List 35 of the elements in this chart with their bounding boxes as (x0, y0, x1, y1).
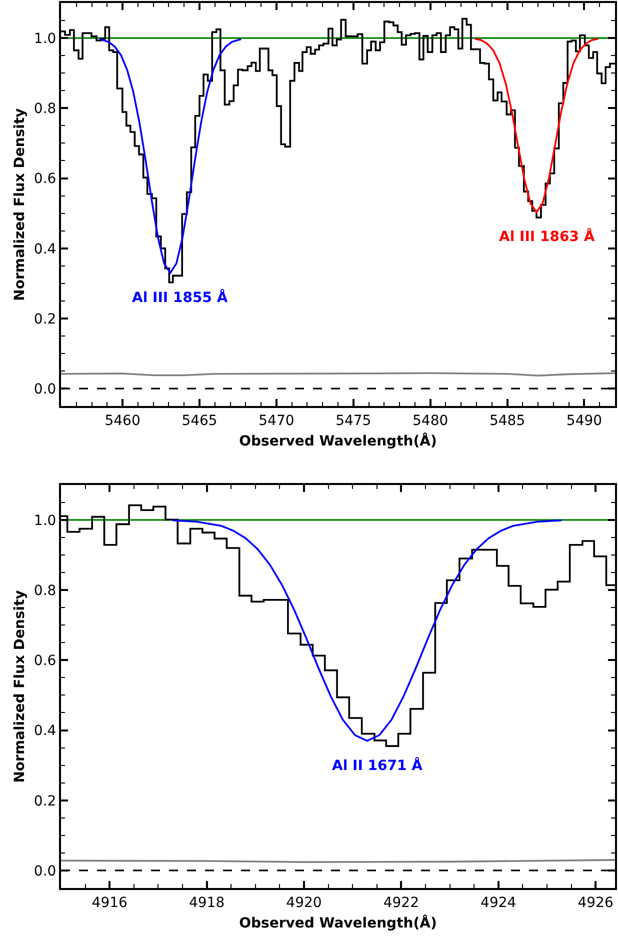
y-tick-label: 1.0 (34, 30, 56, 47)
x-axis-title: Observed Wavelength(Å) (239, 432, 437, 450)
x-tick-label: 4926 (578, 894, 614, 911)
x-tick-label: 5475 (336, 412, 372, 429)
line-series (474, 38, 599, 214)
y-tick-label: 0.0 (34, 863, 56, 880)
x-tick-label: 4916 (92, 894, 128, 911)
y-tick-label: 0.4 (34, 723, 56, 740)
x-tick-label: 4924 (480, 894, 516, 911)
y-axis-title: Normalized Flux Density (12, 590, 28, 783)
y-tick-label: 0.4 (34, 241, 56, 258)
y-tick-label: 0.6 (34, 653, 56, 670)
y-tick-label: 0.0 (34, 381, 56, 398)
y-axis-title: Normalized Flux Density (12, 108, 28, 301)
y-tick-label: 0.8 (34, 101, 56, 118)
line-series (98, 38, 242, 274)
y-tick-label: 0.6 (34, 171, 56, 188)
y-tick-label: 0.2 (34, 311, 56, 328)
y-tick-label: 0.2 (34, 793, 56, 810)
x-tick-label: 4922 (383, 894, 419, 911)
x-axis-title: Observed Wavelength(Å) (239, 914, 437, 932)
line-series (172, 519, 562, 742)
x-tick-label: 4920 (286, 894, 322, 911)
annotation: Al III 1855 Å (132, 289, 228, 306)
x-tick-label: 5490 (566, 412, 602, 429)
y-tick-label: 0.8 (34, 582, 56, 599)
y-tick-label: 1.0 (34, 512, 56, 529)
x-tick-label: 5465 (182, 412, 218, 429)
x-tick-label: 5480 (412, 412, 448, 429)
x-tick-label: 5470 (258, 412, 294, 429)
annotation: Al III 1863 Å (499, 228, 595, 245)
x-tick-label: 4918 (188, 894, 225, 911)
annotation: Al II 1671 Å (332, 757, 423, 774)
x-tick-label: 5485 (489, 412, 526, 429)
x-tick-label: 5460 (104, 412, 140, 429)
